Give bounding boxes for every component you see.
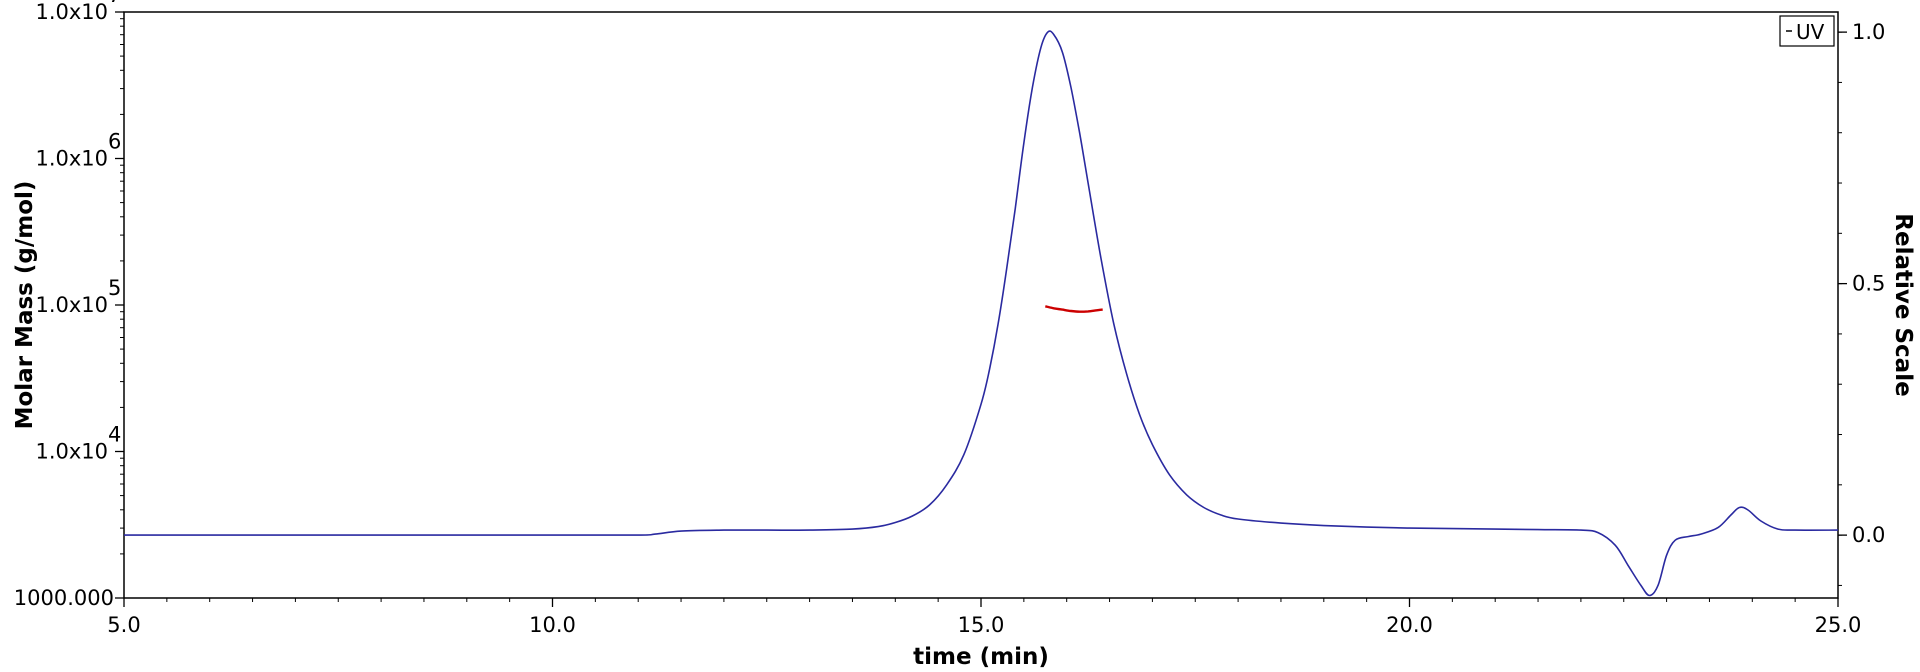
x-tick-label: 20.0 — [1386, 613, 1433, 637]
plot-area — [123, 11, 1839, 599]
series-layer — [124, 30, 1839, 597]
left-y-tick-label: 1000.000 — [14, 586, 114, 610]
x-axis-minor-ticks — [166, 598, 1796, 602]
x-axis-ticks: 5.0 10.0 15.0 20.0 25.0 — [107, 598, 1861, 637]
left-y-tick-label: 1.0x10 — [35, 0, 108, 24]
right-y-tick-label: 0.5 — [1852, 272, 1885, 296]
left-y-tick-exponent: 7 — [108, 0, 121, 7]
left-y-tick-exponent: 4 — [108, 423, 121, 447]
x-tick-label: 10.0 — [529, 613, 576, 637]
legend: UV — [1779, 15, 1835, 47]
x-tick-label: 25.0 — [1815, 613, 1862, 637]
left-y-tick-exponent: 6 — [108, 130, 121, 154]
right-y-axis-ticks: 0.0 0.5 1.0 — [1838, 20, 1885, 586]
legend-uv-label: UV — [1796, 20, 1825, 44]
left-y-tick-label: 1.0x10 — [35, 147, 108, 171]
left-y-tick-label: 1.0x10 — [35, 440, 108, 464]
left-y-axis-title: Molar Mass (g/mol) — [12, 181, 38, 430]
uv-series-line — [124, 30, 1839, 597]
left-y-tick-exponent: 5 — [108, 276, 121, 300]
left-y-tick-label: 1.0x10 — [35, 293, 108, 317]
x-axis-title: time (min) — [913, 644, 1049, 670]
x-tick-label: 15.0 — [958, 613, 1005, 637]
right-y-axis-title: Relative Scale — [1890, 213, 1916, 396]
molar-mass-series-line — [1045, 305, 1103, 313]
x-tick-label: 5.0 — [107, 613, 140, 637]
right-y-tick-label: 1.0 — [1852, 20, 1885, 44]
right-y-tick-label: 0.0 — [1852, 523, 1885, 547]
